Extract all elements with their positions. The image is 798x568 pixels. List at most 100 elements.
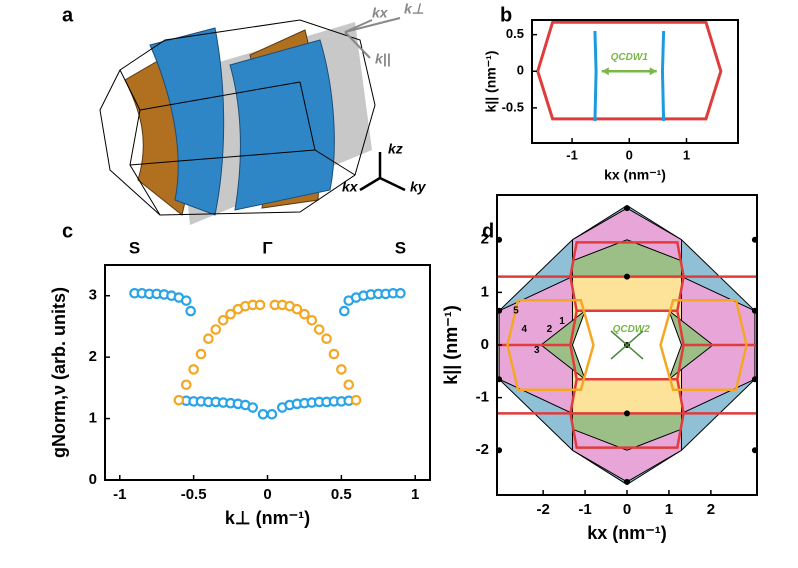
x-tick-label: -1 xyxy=(113,486,126,503)
point xyxy=(180,295,192,306)
symmetry-point-label: Γ xyxy=(262,238,272,257)
point xyxy=(217,314,229,326)
annotation: 5 xyxy=(513,305,519,316)
y-tick-label: 3 xyxy=(89,287,97,304)
point xyxy=(257,408,269,420)
point xyxy=(339,305,350,317)
point xyxy=(299,308,310,320)
point xyxy=(225,308,236,320)
dot xyxy=(624,410,630,417)
dot xyxy=(751,376,757,383)
x-tick-label: 1 xyxy=(665,501,673,518)
chart-panel: -1 -0.5 0 0.5 1 0 1 2 3 S Γ Sk⊥ (nm⁻¹) gNorm,ν (arb.… xyxy=(49,238,431,528)
x-tick-label: 0 xyxy=(626,147,633,162)
y-axis-label: k|| (nm⁻¹) xyxy=(483,51,499,113)
annotation: QCDW2 xyxy=(613,324,651,335)
y-tick-label: 1 xyxy=(89,410,97,427)
x-tick-label: 0.5 xyxy=(331,486,352,503)
point xyxy=(266,408,278,420)
point xyxy=(343,379,355,391)
dot xyxy=(751,307,757,314)
plot-area xyxy=(536,20,723,122)
axis-label: kx xyxy=(342,179,359,195)
x-tick-label: -2 xyxy=(536,501,549,518)
axis-label: k⊥ xyxy=(404,1,424,17)
y-tick-label: 0 xyxy=(517,63,524,78)
annotation: QCDW1 xyxy=(611,52,649,63)
zone-edge xyxy=(314,149,356,176)
axis-arrow xyxy=(344,17,401,33)
y-tick-label: 2 xyxy=(481,231,489,248)
y-axis-label: k|| (nm⁻¹) xyxy=(441,305,461,385)
zone-edge xyxy=(299,81,316,151)
annotation: 3 xyxy=(534,345,540,356)
annotation: 2 xyxy=(547,324,553,335)
y-tick-label: 0.5 xyxy=(506,26,524,41)
q-vector xyxy=(610,330,644,360)
point xyxy=(321,333,332,345)
x-tick-label: -1 xyxy=(578,501,591,518)
x-tick-label: 2 xyxy=(707,501,715,518)
x-tick-label: 1 xyxy=(683,147,690,162)
axis-label: ky xyxy=(410,179,427,195)
dot xyxy=(751,447,757,454)
axis-arrow xyxy=(359,176,381,192)
x-axis-label: kx (nm⁻¹) xyxy=(587,523,667,543)
point xyxy=(306,314,318,326)
zone-edge xyxy=(139,81,301,111)
point xyxy=(173,394,185,406)
y-tick-label: 0 xyxy=(89,471,97,488)
zone-edge xyxy=(129,149,316,166)
axis-label: kx xyxy=(372,5,389,21)
plot-area xyxy=(129,287,406,420)
point xyxy=(395,287,406,299)
point xyxy=(180,379,192,391)
point xyxy=(195,348,207,360)
y-axis-label: gNorm,ν (arb. units) xyxy=(49,287,69,458)
y-tick-label: 1 xyxy=(481,283,489,300)
x-axis-label: k⊥ (nm⁻¹) xyxy=(225,508,310,528)
dot xyxy=(624,273,630,280)
x-tick-label: -1 xyxy=(566,147,578,162)
line xyxy=(660,30,666,122)
point xyxy=(210,324,222,335)
axis-label: k|| xyxy=(375,51,391,67)
panel-label: d xyxy=(482,220,494,242)
panel-label: c xyxy=(62,220,73,242)
annotation: 4 xyxy=(521,324,527,335)
point xyxy=(336,364,347,375)
annotation: 1 xyxy=(559,316,565,327)
zone-edge xyxy=(119,69,161,216)
fermi-surface-sketch xyxy=(99,17,406,225)
symmetry-point-label: S xyxy=(129,238,140,257)
point xyxy=(313,324,325,335)
point xyxy=(350,394,362,406)
point xyxy=(203,333,214,345)
axis-label: kz xyxy=(388,141,403,157)
y-tick-label: -2 xyxy=(476,441,489,458)
y-tick-label: -1 xyxy=(476,389,489,406)
blue-sheet xyxy=(149,27,225,216)
brillouin-zone xyxy=(99,19,376,216)
plot-frame xyxy=(531,19,739,144)
plot-area xyxy=(497,205,757,486)
panel-label: b xyxy=(500,4,512,26)
line xyxy=(659,299,748,391)
dot xyxy=(497,307,503,314)
point xyxy=(247,402,259,413)
x-axis-label: kx (nm⁻¹) xyxy=(604,167,666,183)
x-tick-label: 0 xyxy=(263,486,271,503)
y-tick-label: 2 xyxy=(89,348,97,365)
panel-label: a xyxy=(62,4,74,26)
point xyxy=(185,305,196,317)
dot xyxy=(624,478,630,485)
dot xyxy=(497,376,503,383)
line xyxy=(506,299,595,391)
symmetry-point-label: S xyxy=(395,238,406,257)
point xyxy=(328,348,340,360)
chart-panel: -1 0 1 -0.5 0 0.5 kx (nm⁻¹) k|| (nm⁻¹) QCDW1 xyxy=(483,19,739,183)
y-tick-label: 0 xyxy=(481,336,489,353)
